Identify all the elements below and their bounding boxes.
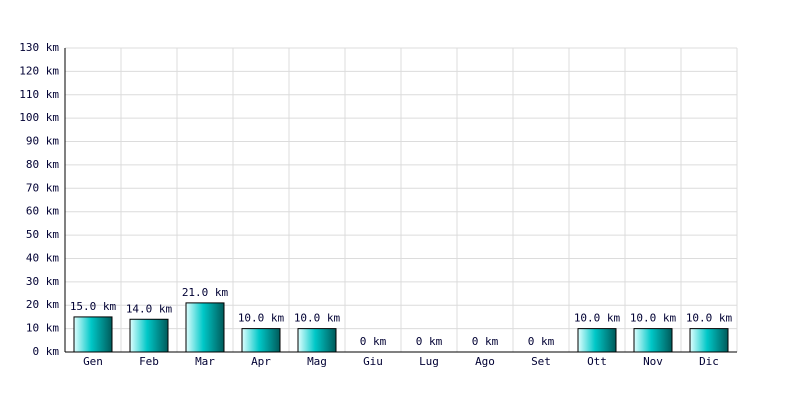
y-tick-label: 90 km (26, 135, 59, 148)
value-label: 0 km (360, 335, 387, 348)
bar (633, 328, 673, 353)
y-tick-label: 110 km (19, 88, 59, 101)
value-label: 10.0 km (686, 312, 733, 325)
value-label: 15.0 km (70, 300, 117, 313)
y-tick-label: 0 km (33, 345, 60, 358)
bar (129, 318, 169, 353)
x-tick-label: Mar (195, 355, 215, 368)
x-tick-label: Apr (251, 355, 271, 368)
bar (73, 316, 113, 353)
x-tick-label: Lug (419, 355, 439, 368)
value-label: 14.0 km (126, 302, 173, 315)
x-tick-label: Ott (587, 355, 607, 368)
y-tick-label: 70 km (26, 181, 59, 194)
value-label: 10.0 km (630, 312, 677, 325)
bar (185, 302, 225, 353)
y-tick-label: 80 km (26, 158, 59, 171)
x-tick-label: Mag (307, 355, 327, 368)
y-tick-label: 30 km (26, 275, 59, 288)
x-tick-label: Giu (363, 355, 383, 368)
bar (689, 328, 729, 353)
bar (577, 328, 617, 353)
y-tick-label: 40 km (26, 251, 59, 264)
value-label: 10.0 km (294, 312, 341, 325)
value-label: 21.0 km (182, 286, 229, 299)
x-tick-label: Set (531, 355, 551, 368)
x-tick-label: Nov (643, 355, 663, 368)
y-tick-label: 50 km (26, 228, 59, 241)
y-tick-label: 20 km (26, 298, 59, 311)
y-tick-label: 100 km (19, 111, 59, 124)
value-label: 0 km (416, 335, 443, 348)
value-label: 0 km (472, 335, 499, 348)
value-label: 0 km (528, 335, 555, 348)
bar (297, 328, 337, 353)
x-tick-label: Feb (139, 355, 159, 368)
value-label: 10.0 km (574, 312, 621, 325)
y-tick-label: 130 km (19, 41, 59, 54)
value-label: 10.0 km (238, 312, 285, 325)
bar (241, 328, 281, 353)
y-tick-label: 120 km (19, 64, 59, 77)
x-tick-label: Gen (83, 355, 103, 368)
y-tick-label: 60 km (26, 205, 59, 218)
x-tick-label: Dic (699, 355, 719, 368)
x-tick-label: Ago (475, 355, 495, 368)
y-tick-label: 10 km (26, 322, 59, 335)
